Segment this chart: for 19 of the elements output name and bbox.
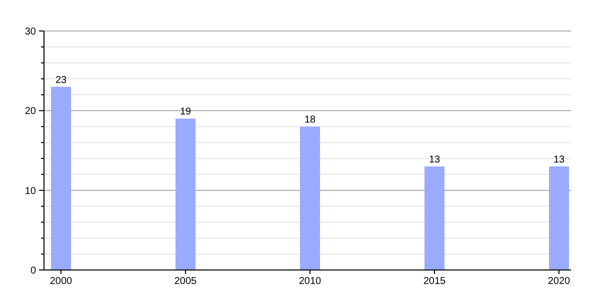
x-tick-label: 2005 [174, 276, 198, 287]
bar [549, 166, 569, 270]
data-label: 19 [180, 106, 192, 118]
x-tick-label: 2010 [298, 276, 322, 287]
y-tick-label: 0 [30, 266, 36, 276]
data-label: 18 [304, 114, 316, 126]
bar [176, 118, 196, 270]
y-tick-label: 20 [24, 106, 36, 118]
x-tick-label: 2015 [423, 276, 446, 287]
bar [300, 126, 320, 270]
data-label: 13 [553, 154, 565, 166]
bar [424, 166, 444, 270]
data-label: 13 [428, 154, 440, 166]
y-tick-label: 30 [24, 26, 36, 38]
data-label: 23 [55, 74, 67, 86]
x-tick-label: 2000 [50, 276, 73, 287]
bar [51, 86, 71, 270]
y-tick-label: 10 [24, 186, 36, 197]
x-tick-label: 2020 [548, 276, 571, 287]
